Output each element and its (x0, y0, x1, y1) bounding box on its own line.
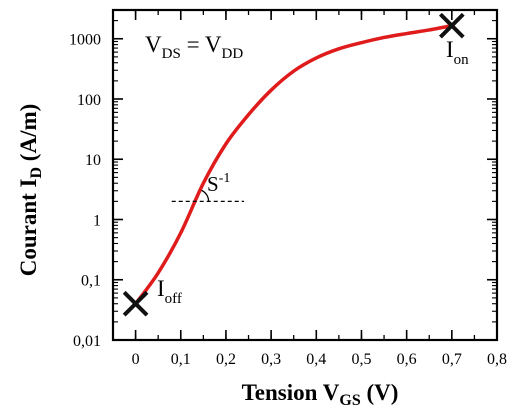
slope-label: S-1 (207, 171, 230, 196)
x-tick-label: 0,8 (487, 351, 507, 368)
axes (111, 8, 499, 342)
x-tick-label: 0,5 (351, 351, 371, 368)
plot-frame (111, 8, 499, 342)
ion-label: Ion (446, 37, 469, 68)
x-axis-label: Tension VGS (V) (242, 380, 399, 409)
x-tick-label: 0,4 (306, 351, 326, 368)
x-tick-label: 0,3 (261, 351, 281, 368)
y-tick-label: 10 (85, 152, 101, 169)
x-ticks: 0 0,1 0,2 0,3 0,4 0,5 0,6 0,7 0,8 (132, 10, 507, 368)
y-axis-label: Courant ID (A/m) (16, 104, 45, 277)
ioff-label: Ioff (157, 276, 182, 307)
x-tick-label: 0,7 (442, 351, 462, 368)
x-tick-label: 0,1 (171, 351, 191, 368)
y-tick-label: 0,01 (73, 333, 101, 350)
vds-annotation: VDS = VDD (145, 32, 243, 62)
ion-marker (438, 12, 465, 39)
y-ticks: 0,01 0,1 1 10 100 1000 (69, 9, 497, 350)
marker-layer (122, 12, 465, 317)
y-tick-label: 0,1 (81, 273, 101, 290)
annotation-layer (171, 189, 245, 203)
series-layer (133, 23, 454, 306)
ioff-marker (122, 290, 149, 317)
x-tick-label: 0,2 (216, 351, 236, 368)
slope-arc (201, 189, 210, 202)
y-tick-label: 1 (93, 212, 101, 229)
x-tick-label: 0,6 (397, 351, 417, 368)
y-tick-label: 1000 (69, 32, 101, 49)
series-line (133, 23, 454, 306)
y-tick-label: 100 (77, 92, 101, 109)
x-tick-label: 0 (132, 351, 140, 368)
